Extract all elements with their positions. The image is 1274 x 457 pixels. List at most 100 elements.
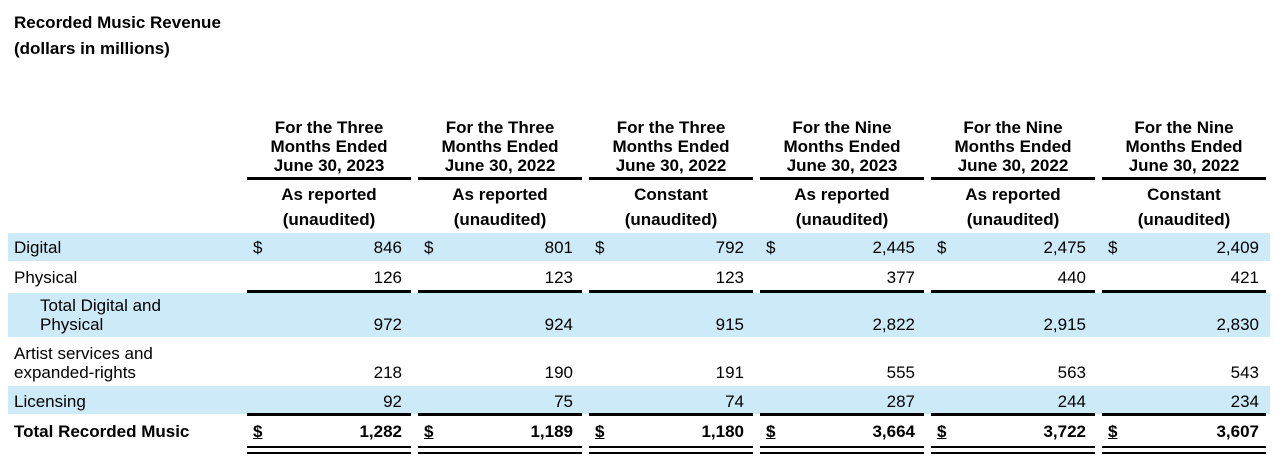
column-header-4: For the Nine Months Ended June 30, 2023 …	[760, 118, 924, 232]
table-cell: 563	[1057, 363, 1086, 382]
row-label-line: Artist services and	[14, 344, 153, 363]
header-period-line: For the Nine	[963, 118, 1063, 137]
row-label: Digital	[14, 238, 62, 257]
currency-symbol: $	[937, 422, 947, 441]
table-cell: 123	[715, 268, 744, 287]
total-rule	[418, 413, 582, 416]
grand-total-double-rule	[418, 446, 582, 454]
subtotal-rule	[760, 290, 924, 293]
table-cell: 972	[373, 315, 402, 334]
table-cell: 915	[715, 315, 744, 334]
table-row-physical: Physical 126 123 123 377 440 421	[8, 263, 1270, 291]
table-title: Recorded Music Revenue (dollars in milli…	[14, 10, 221, 62]
table-row-licensing: Licensing 92 75 74 287 244 234	[8, 386, 1270, 414]
table-cell: 191	[715, 363, 744, 382]
header-period-line: June 30, 2022	[444, 156, 556, 175]
table-cell: 287	[886, 392, 915, 411]
table-cell: 555	[886, 363, 915, 382]
header-period-line: Months Ended	[270, 137, 388, 156]
subtotal-rule	[247, 290, 411, 293]
subtotal-rule	[589, 290, 753, 293]
row-label-line: expanded-rights	[14, 363, 136, 382]
header-period-line: June 30, 2022	[957, 156, 1069, 175]
table-cell: 421	[1230, 268, 1259, 287]
header-status: (unaudited)	[624, 210, 718, 229]
header-rule	[589, 177, 753, 180]
header-status: (unaudited)	[453, 210, 547, 229]
header-status: (unaudited)	[795, 210, 889, 229]
table-cell: 244	[1057, 392, 1086, 411]
table-row-digital: Digital $ 846 $ 801 $ 792 $ 2,445 $ 2,47…	[8, 233, 1270, 261]
row-label: Licensing	[14, 392, 86, 411]
row-label-line: Physical	[40, 315, 104, 334]
total-rule	[247, 413, 411, 416]
grand-total-double-rule	[931, 446, 1095, 454]
table-row-total-digital-physical: Total Digital and Physical 972 924 915 2…	[8, 293, 1270, 337]
header-status: (unaudited)	[1137, 210, 1231, 229]
table-row-total-recorded-music: Total Recorded Music $ 1,282 $ 1,189 $ 1…	[8, 417, 1270, 445]
header-basis: As reported	[452, 185, 548, 204]
table-row-artist-services: Artist services and expanded-rights 218 …	[8, 340, 1270, 384]
table-cell: 2,409	[1216, 238, 1259, 257]
subtotal-rule	[931, 290, 1095, 293]
header-status: (unaudited)	[282, 210, 376, 229]
header-rule	[1102, 177, 1266, 180]
row-label: Physical	[14, 268, 78, 287]
total-rule	[589, 413, 753, 416]
table-cell: 2,830	[1216, 315, 1259, 334]
table-cell: 2,822	[872, 315, 915, 334]
currency-symbol: $	[253, 422, 263, 441]
table-cell: 92	[383, 392, 402, 411]
subtotal-rule	[1102, 290, 1266, 293]
header-period-line: For the Three	[616, 118, 726, 137]
currency-symbol: $	[424, 238, 434, 257]
row-label: Total Digital and Physical	[40, 296, 161, 334]
header-basis: As reported	[965, 185, 1061, 204]
currency-symbol: $	[937, 238, 947, 257]
table-cell: 3,722	[1043, 422, 1086, 441]
table-cell: 792	[715, 238, 744, 257]
title-line-2: (dollars in millions)	[14, 39, 170, 58]
column-header-5: For the Nine Months Ended June 30, 2022 …	[931, 118, 1095, 232]
title-line-1: Recorded Music Revenue	[14, 13, 221, 32]
header-rule	[418, 177, 582, 180]
header-basis: Constant	[634, 185, 708, 204]
total-rule	[931, 413, 1095, 416]
total-rule	[760, 413, 924, 416]
header-period-line: June 30, 2022	[615, 156, 727, 175]
currency-symbol: $	[766, 238, 776, 257]
header-basis: Constant	[1147, 185, 1221, 204]
header-basis: As reported	[794, 185, 890, 204]
table-cell: 924	[544, 315, 573, 334]
table-cell: 234	[1230, 392, 1259, 411]
header-period-line: Months Ended	[783, 137, 901, 156]
total-rule	[1102, 413, 1266, 416]
grand-total-double-rule	[589, 446, 753, 454]
subtotal-rule	[418, 290, 582, 293]
header-period-line: Months Ended	[441, 137, 559, 156]
table-cell: 126	[373, 268, 402, 287]
header-period-line: June 30, 2022	[1128, 156, 1240, 175]
table-cell: 846	[373, 238, 402, 257]
currency-symbol: $	[253, 238, 263, 257]
currency-symbol: $	[424, 422, 434, 441]
header-period-line: Months Ended	[612, 137, 730, 156]
table-cell: 1,189	[530, 422, 573, 441]
table-cell: 543	[1230, 363, 1259, 382]
header-status: (unaudited)	[966, 210, 1060, 229]
currency-symbol: $	[766, 422, 776, 441]
currency-symbol: $	[595, 238, 605, 257]
table-cell: 75	[554, 392, 573, 411]
grand-total-double-rule	[247, 446, 411, 454]
header-rule	[247, 177, 411, 180]
currency-symbol: $	[1108, 238, 1118, 257]
table-cell: 1,282	[359, 422, 402, 441]
table-cell: 190	[544, 363, 573, 382]
column-header-3: For the Three Months Ended June 30, 2022…	[589, 118, 753, 232]
header-period-line: June 30, 2023	[786, 156, 898, 175]
table-cell: 377	[886, 268, 915, 287]
header-period-line: June 30, 2023	[273, 156, 385, 175]
table-cell: 74	[725, 392, 744, 411]
currency-symbol: $	[1108, 422, 1118, 441]
header-period-line: Months Ended	[1125, 137, 1243, 156]
